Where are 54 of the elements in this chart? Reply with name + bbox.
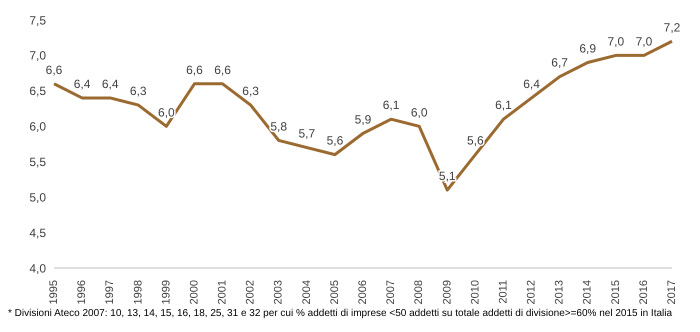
data-label: 6,3 (130, 84, 147, 98)
x-tick-label: 2013 (554, 280, 566, 304)
data-label: 5,8 (270, 119, 288, 134)
data-label: 6,6 (214, 62, 232, 77)
data-label: 7,2 (664, 20, 681, 34)
data-label: 7,0 (636, 34, 653, 48)
y-tick-label: 6,0 (29, 120, 46, 134)
x-tick-label: 1996 (76, 280, 88, 304)
x-tick-label: 2012 (526, 280, 538, 304)
x-tick-label: 2014 (582, 280, 594, 304)
data-label: 6,6 (186, 62, 204, 77)
x-tick-label: 2002 (244, 280, 257, 304)
y-tick-label: 4,0 (29, 261, 46, 276)
data-label: 6,4 (102, 76, 119, 91)
data-label: 6,7 (551, 56, 568, 70)
x-tick-label: 2003 (272, 280, 285, 304)
x-tick-label: 1999 (160, 280, 172, 304)
data-label: 5,6 (326, 134, 344, 148)
x-tick-label: 1997 (104, 280, 116, 304)
x-tick-label: 2010 (469, 280, 482, 304)
x-tick-label: 2009 (441, 280, 454, 304)
data-label: 6,0 (410, 105, 428, 120)
x-tick-label: 1995 (48, 280, 60, 304)
data-label: 5,9 (354, 112, 372, 126)
x-tick-label: 2017 (666, 280, 678, 304)
x-tick-label: 2005 (328, 280, 341, 304)
x-tick-label: 2011 (497, 280, 510, 304)
y-tick-label: 6,5 (29, 84, 46, 98)
data-label: 5,7 (298, 126, 316, 141)
x-tick-label: 2000 (188, 280, 200, 304)
x-tick-label: 2015 (610, 280, 622, 304)
x-tick-label: 2008 (413, 280, 426, 304)
x-tick-label: 1998 (132, 280, 144, 304)
x-tick-label: 2006 (357, 280, 369, 304)
data-label: 6,4 (74, 76, 91, 91)
y-tick-label: 5,0 (29, 190, 46, 204)
y-tick-label: 7,5 (29, 13, 46, 28)
data-label: 6,9 (579, 42, 596, 56)
data-label: 6,6 (46, 62, 63, 77)
data-label: 6,1 (495, 98, 512, 112)
data-label: 6,4 (523, 76, 540, 91)
x-tick-label: 2007 (385, 280, 398, 304)
text: * Divisioni Ateco 2007: 10, 13, 14, 15, 16, 18, 25, 31 e 32 per cui % addetti di imprese <50 addetti su totale addetti di divisione>=60% nel 2015 in Italia (8, 308, 674, 319)
x-tick-label: 2004 (300, 280, 313, 304)
y-tick-label: 7,0 (29, 48, 46, 63)
data-label: 5,6 (467, 134, 484, 148)
data-label: 7,0 (607, 34, 624, 48)
data-label: 6,3 (242, 84, 260, 98)
x-tick-label: 2001 (216, 280, 229, 304)
data-label: 6,1 (382, 98, 400, 112)
data-label: 6,0 (158, 105, 176, 120)
y-tick-label: 4,5 (29, 226, 46, 240)
y-tick-label: 5,5 (29, 154, 46, 169)
x-tick-label: 2016 (638, 280, 650, 304)
